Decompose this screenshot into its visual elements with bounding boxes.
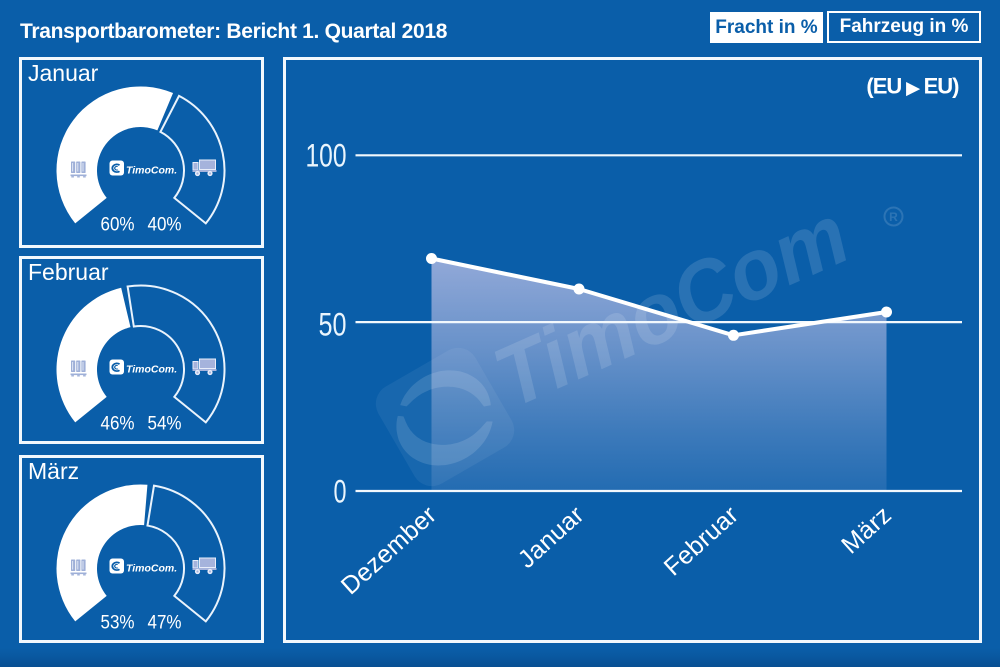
svg-text:TimoCom.: TimoCom. bbox=[126, 165, 177, 177]
svg-text:TimoCom.: TimoCom. bbox=[126, 563, 177, 575]
svg-text:47%: 47% bbox=[148, 613, 182, 634]
svg-text:50: 50 bbox=[319, 307, 347, 343]
svg-text:60%: 60% bbox=[101, 215, 135, 236]
svg-text:46%: 46% bbox=[101, 414, 135, 435]
svg-text:TimoCom.: TimoCom. bbox=[126, 364, 177, 376]
svg-text:54%: 54% bbox=[148, 414, 182, 435]
svg-text:Dezember: Dezember bbox=[336, 501, 442, 601]
svg-text:(EU ▶ EU): (EU ▶ EU) bbox=[866, 74, 959, 99]
svg-text:40%: 40% bbox=[148, 215, 182, 236]
svg-text:53%: 53% bbox=[101, 613, 135, 634]
svg-text:0: 0 bbox=[334, 473, 347, 509]
svg-text:100: 100 bbox=[306, 138, 347, 174]
svg-text:Januar: Januar bbox=[513, 501, 590, 574]
svg-text:Februar: Februar bbox=[659, 501, 744, 582]
svg-text:R: R bbox=[889, 210, 898, 224]
svg-text:März: März bbox=[836, 501, 897, 560]
